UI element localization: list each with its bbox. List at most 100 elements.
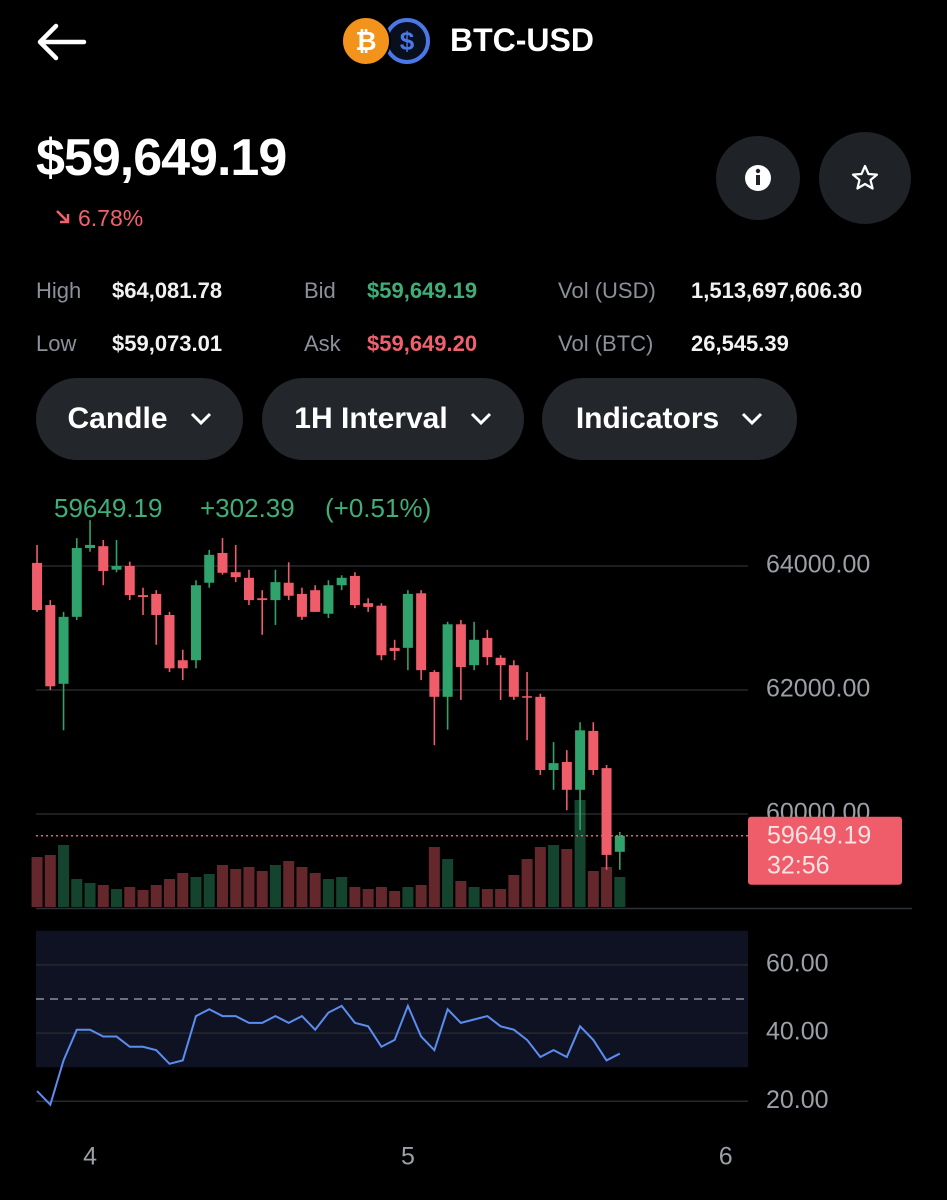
candle-body [71,548,82,617]
volume-bar [322,879,334,907]
candle-body [363,603,374,607]
title: BTC-USD [450,22,594,58]
candle-body [429,672,440,697]
volume-bar [534,847,546,907]
volume-bar [177,873,189,907]
chevron [742,412,763,426]
volume-bar [71,879,83,907]
back-button[interactable] [36,22,88,62]
svg-text:$: $ [400,26,415,56]
stat-value: $59,073.01 [112,331,223,356]
volume-bar [415,885,427,907]
stat-label: High [36,278,82,303]
candle-body [230,572,241,578]
volume-bar [58,845,70,907]
current-price-box [748,816,902,885]
candle-body [455,624,466,668]
volume-bar [614,877,626,907]
candle-body [190,585,201,661]
svg-text:₿: ₿ [355,26,376,56]
stat-label: Vol (USD) [558,278,656,303]
volume-bar [574,800,586,907]
candle-body [204,554,215,583]
change: 6.78% [78,205,144,231]
stat-value: $59,649.19 [367,278,478,303]
candle-body [296,593,307,617]
volume-bar [269,865,281,907]
chevron [190,412,211,426]
volume-bar [468,887,480,907]
volume-bar [190,877,202,907]
volume-bar [164,879,175,907]
volume-bar [111,889,123,907]
info-button[interactable] [716,136,800,220]
stat-value: $59,649.20 [367,331,478,356]
x-tick-label: 4 [83,1143,97,1171]
volume-bar [336,877,348,907]
change-pct: (+0.51%) [325,493,431,523]
stat-value: $64,081.78 [112,278,223,303]
volume-bar [389,891,401,907]
candle-body [588,730,599,770]
volume-bar [455,881,467,907]
volume-bar [601,867,613,907]
candle-body [535,696,546,770]
candle-body [58,616,69,684]
price: $59,649.19 [36,129,287,187]
y-tick-label: 64000.00 [766,551,870,579]
candle-body [151,593,162,615]
volume-bar [508,875,520,907]
candle-body [389,647,400,651]
candle-body [257,598,268,601]
dropdown-label: 1H Interval [294,402,448,435]
last-price: 59649.19 [54,493,162,523]
dropdown-label: Candle [67,402,168,435]
candle-body [177,660,188,669]
candle-body [217,552,228,573]
candle-body [323,585,334,614]
candle-body [376,605,387,656]
volume-bar [561,849,573,907]
candle-body [310,590,321,612]
chart-type-dropdown[interactable]: Candle [36,378,243,460]
candle-body [601,768,612,855]
volume-bar [230,869,242,907]
candle-body [283,582,294,596]
volume-bar [124,887,136,907]
candle-body [469,639,480,666]
x-tick-label: 5 [401,1143,415,1171]
volume-bar [84,883,96,907]
volume-bar [495,889,507,907]
candle-body [575,730,586,790]
volume-bar [256,871,268,907]
volume-bar [375,887,387,907]
pair-icon: $ ₿ [341,16,430,66]
volume-bar [150,885,162,907]
candle-body [561,761,572,790]
interval-dropdown[interactable]: 1H Interval [262,378,524,460]
y-tick-label: 60.00 [766,950,829,978]
volume-bar [44,855,56,907]
candle-body [336,577,347,586]
stat-value: 26,545.39 [691,331,789,356]
candle-body [548,763,559,770]
candle-body [45,605,56,687]
stat-label: Ask [304,331,341,356]
current-price-label: 59649.19 [767,821,871,849]
volume-bar [216,865,228,907]
volume-bar [97,885,109,907]
volume-bar [428,847,440,907]
volume-bar [548,845,560,907]
candle-body [270,582,281,601]
indicators-dropdown[interactable]: Indicators [542,378,797,460]
stat-label: Bid [304,278,336,303]
favorite-button[interactable] [819,132,911,224]
candle-body [349,575,360,606]
stat-value: 1,513,697,606.30 [691,278,863,303]
volume-bar [349,887,361,907]
candle-body [98,546,109,571]
candle-body [442,624,453,697]
chevron [470,412,491,426]
